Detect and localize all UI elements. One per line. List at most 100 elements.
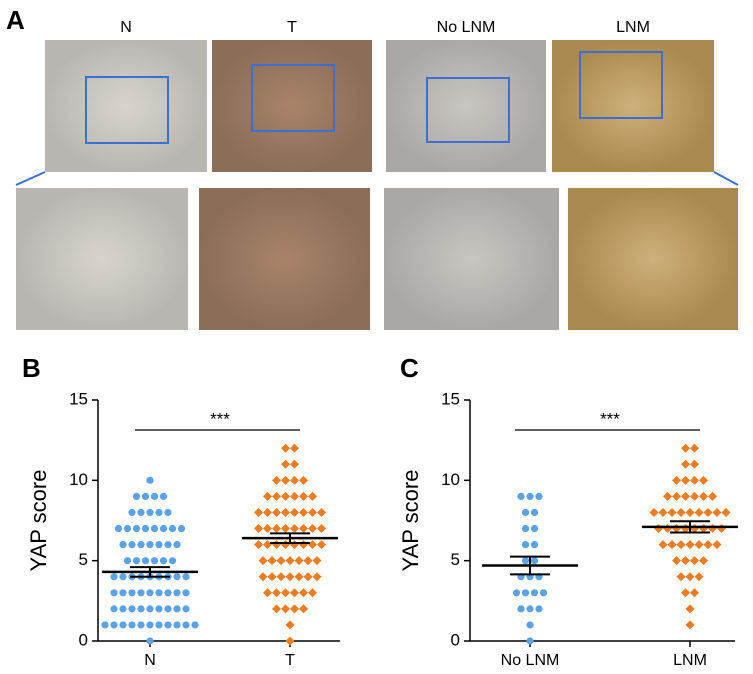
data-point: [303, 572, 313, 582]
data-point: [281, 588, 290, 598]
data-point: [317, 540, 326, 550]
data-point: [530, 557, 539, 565]
data-point: [137, 605, 145, 613]
data-point: [303, 556, 313, 566]
data-point: [681, 588, 690, 598]
data-point: [299, 540, 308, 550]
data-point: [173, 605, 181, 613]
data-point: [521, 589, 530, 597]
data-point: [119, 541, 127, 549]
data-point: [281, 604, 290, 614]
y-axis-title: YAP score: [26, 470, 51, 572]
data-point: [539, 589, 548, 597]
data-point: [681, 443, 690, 453]
data-point: [110, 621, 118, 629]
data-point: [254, 524, 263, 534]
data-point: [258, 572, 268, 582]
significance-label: ***: [600, 409, 620, 428]
data-point: [155, 589, 163, 597]
data-point: [128, 541, 136, 549]
data-point: [254, 540, 263, 550]
data-point: [272, 475, 281, 485]
data-point: [267, 556, 277, 566]
data-point: [146, 476, 154, 484]
data-point: [110, 605, 118, 613]
data-point: [672, 556, 681, 566]
data-point: [263, 491, 272, 501]
data-point: [285, 636, 295, 646]
data-point: [114, 524, 123, 533]
data-point: [168, 524, 177, 533]
data-point: [685, 507, 695, 517]
data-point: [290, 540, 299, 550]
data-point: [128, 589, 136, 597]
data-point: [308, 588, 317, 598]
data-point: [526, 637, 534, 645]
data-point: [141, 524, 150, 533]
data-point: [141, 492, 150, 500]
data-point: [699, 556, 708, 566]
data-point: [150, 524, 159, 533]
data-point: [299, 524, 308, 534]
data-point: [159, 557, 168, 565]
data-point: [703, 507, 713, 517]
data-point: [101, 621, 109, 629]
column-label: No LNM: [437, 19, 496, 36]
data-point: [690, 588, 699, 598]
error-bar: [270, 532, 310, 544]
data-point: [159, 524, 168, 533]
data-point: [526, 605, 534, 613]
data-point: [685, 604, 695, 614]
x-tick-label: N: [144, 652, 156, 669]
data-point: [290, 475, 299, 485]
data-point: [694, 540, 704, 550]
data-point: [155, 605, 163, 613]
data-point: [667, 540, 677, 550]
data-point: [150, 492, 159, 500]
data-point: [164, 508, 172, 517]
data-point: [110, 589, 118, 597]
data-point: [649, 507, 659, 517]
data-point: [681, 491, 690, 501]
error-bar: [130, 566, 170, 578]
data-point: [721, 507, 731, 517]
micrographs: [15, 40, 739, 330]
data-point: [530, 589, 539, 597]
data-point: [263, 540, 272, 550]
data-point: [681, 475, 690, 485]
data-point: [164, 621, 172, 629]
data-point: [285, 556, 295, 566]
data-point: [676, 540, 686, 550]
data-point: [164, 589, 172, 597]
data-point: [708, 491, 717, 501]
data-point: [672, 491, 681, 501]
data-point: [676, 572, 686, 582]
y-tick-label: 15: [69, 389, 88, 408]
data-point: [517, 605, 525, 613]
data-point: [281, 540, 290, 550]
x-tick-label: No LNM: [501, 652, 560, 669]
y-tick-label: 10: [69, 470, 88, 489]
data-point: [182, 621, 190, 629]
data-point: [258, 556, 268, 566]
panel-label: A: [6, 5, 25, 35]
data-point: [132, 557, 141, 565]
data-point: [276, 572, 286, 582]
data-point: [699, 475, 708, 485]
data-point: [521, 557, 530, 565]
data-point: [182, 605, 190, 613]
y-tick-label: 10: [441, 470, 460, 489]
error-bar: [510, 555, 550, 576]
data-point: [137, 541, 145, 549]
data-point: [128, 508, 136, 517]
data-point: [676, 507, 686, 517]
data-point: [299, 475, 308, 485]
data-point: [146, 605, 154, 613]
error-bar: [670, 520, 710, 534]
data-point: [290, 507, 299, 517]
column-label: LNM: [616, 19, 650, 36]
data-point: [654, 524, 663, 534]
data-point: [168, 557, 177, 565]
data-point: [308, 507, 317, 517]
data-point: [290, 459, 299, 469]
